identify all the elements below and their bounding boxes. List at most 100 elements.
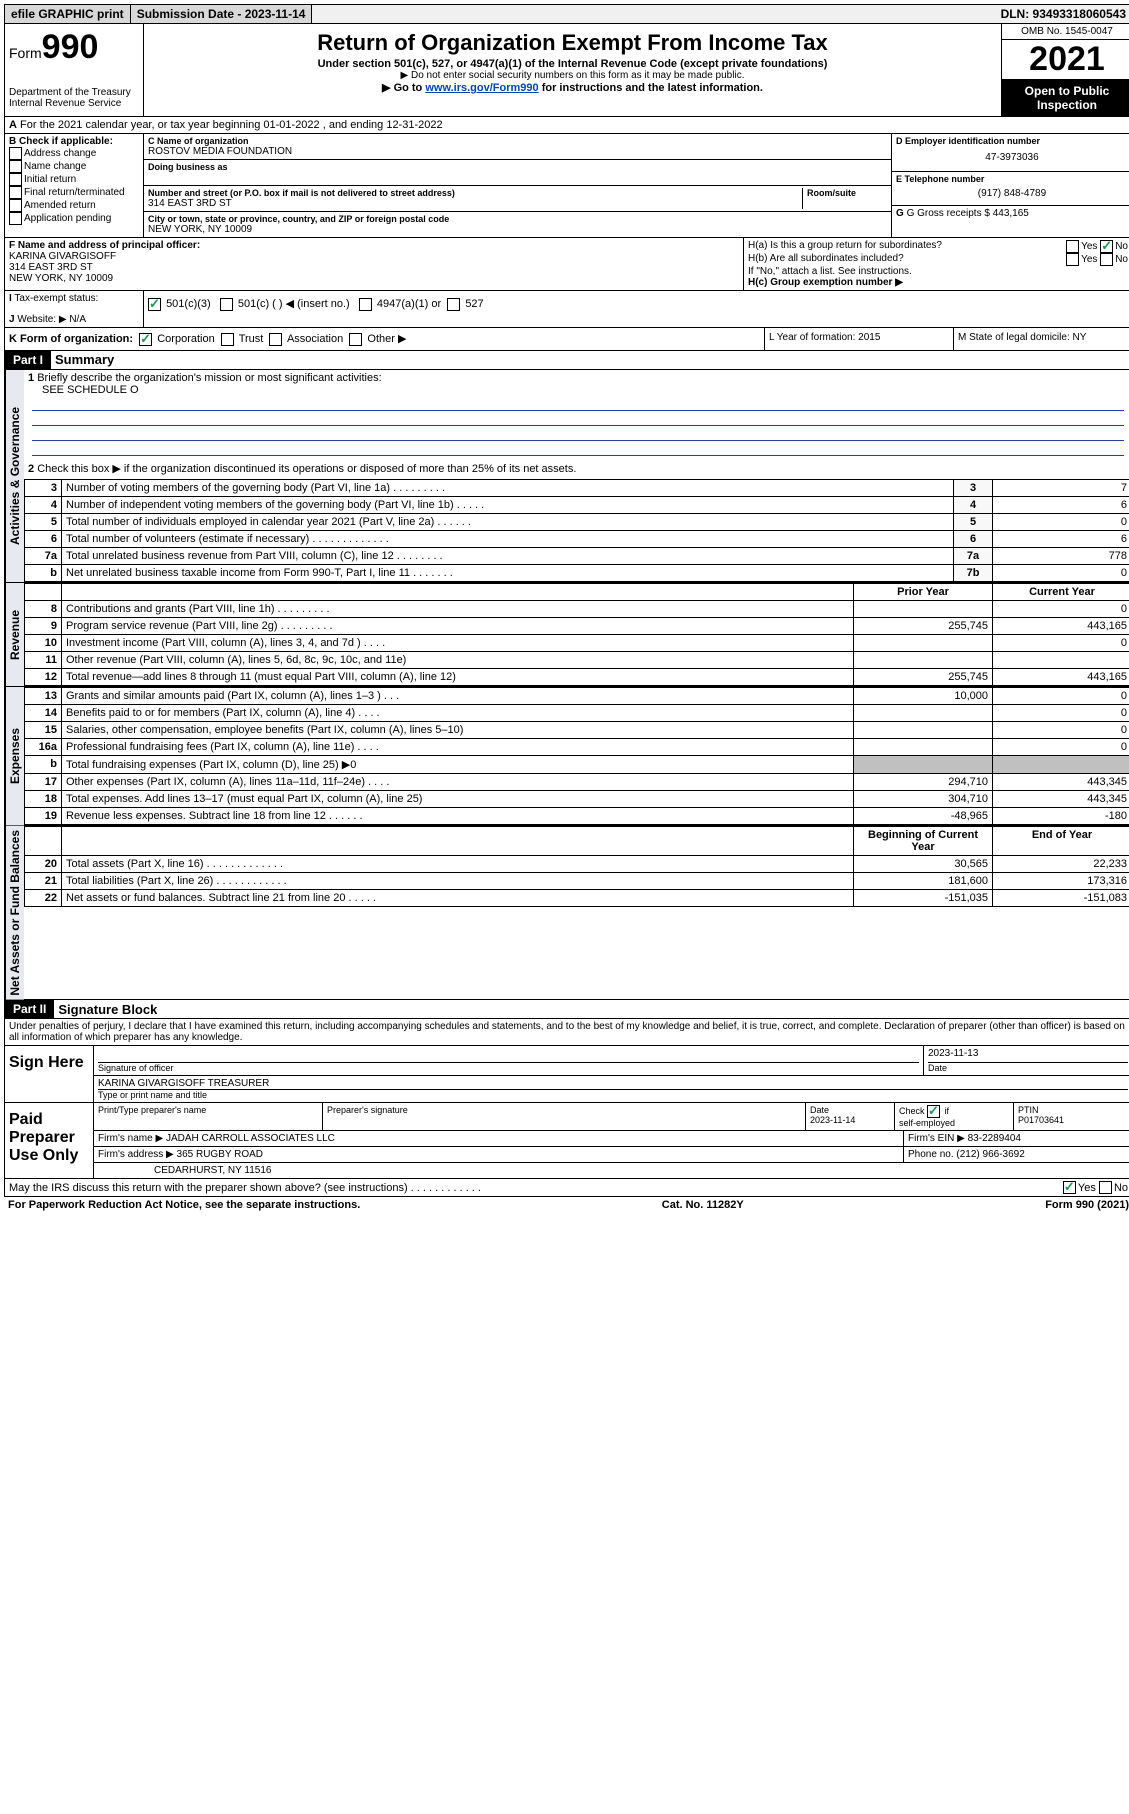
website-value: N/A [69, 314, 86, 325]
right-d-e-g: D Employer identification number 47-3973… [891, 134, 1129, 237]
table-row: 6Total number of volunteers (estimate if… [25, 530, 1129, 547]
table-row: 22Net assets or fund balances. Subtract … [25, 889, 1129, 906]
prep-date-label: Date [810, 1105, 829, 1115]
h-group-return: H(a) Is this a group return for subordin… [744, 238, 1129, 290]
net-assets-table: Beginning of Current YearEnd of Year20To… [24, 826, 1129, 907]
firm-name-label: Firm's name ▶ [98, 1133, 163, 1144]
part1-header-row: Part I Summary [4, 351, 1129, 370]
table-row: 12Total revenue—add lines 8 through 11 (… [25, 668, 1129, 685]
revenue-section: Revenue Prior YearCurrent Year8Contribut… [4, 583, 1129, 687]
g-gross-receipts: G G Gross receipts $ 443,165 [896, 208, 1128, 219]
chk-final-return[interactable]: Final return/terminated [9, 186, 139, 199]
chk-trust[interactable] [221, 333, 234, 346]
officer-addr1: 314 EAST 3RD ST [9, 262, 739, 273]
sign-here-label: Sign Here [5, 1046, 94, 1102]
ha-label: H(a) Is this a group return for subordin… [748, 240, 942, 253]
table-row: 18Total expenses. Add lines 13–17 (must … [25, 790, 1129, 807]
chk-527[interactable] [447, 298, 460, 311]
city-state-zip: NEW YORK, NY 10009 [148, 224, 887, 235]
table-row: 7aTotal unrelated business revenue from … [25, 547, 1129, 564]
table-row: 10Investment income (Part VIII, column (… [25, 634, 1129, 651]
chk-assoc[interactable] [269, 333, 282, 346]
firm-addr1: 365 RUGBY ROAD [177, 1149, 264, 1160]
goto-pre: ▶ Go to [382, 82, 425, 94]
dln: DLN: 93493318060543 [995, 5, 1129, 23]
self-employed: Check ifself-employed [895, 1103, 1014, 1130]
tab-governance: Activities & Governance [5, 370, 24, 582]
table-row: 15Salaries, other compensation, employee… [25, 721, 1129, 738]
dba-label: Doing business as [148, 162, 887, 172]
chk-name-change[interactable]: Name change [9, 160, 139, 173]
ha-no[interactable] [1100, 240, 1113, 253]
tax-exempt-options: 501(c)(3) 501(c) ( ) ◀ (insert no.) 4947… [144, 291, 1129, 327]
chk-amended[interactable]: Amended return [9, 199, 139, 212]
tab-expenses: Expenses [5, 687, 24, 825]
table-row: 9Program service revenue (Part VIII, lin… [25, 617, 1129, 634]
subtitle-3: ▶ Go to www.irs.gov/Form990 for instruct… [148, 81, 997, 94]
sig-date-value: 2023-11-13 [928, 1048, 1128, 1062]
chk-initial-return[interactable]: Initial return [9, 173, 139, 186]
tab-net-assets: Net Assets or Fund Balances [5, 826, 24, 1000]
table-row: bNet unrelated business taxable income f… [25, 564, 1129, 581]
chk-4947[interactable] [359, 298, 372, 311]
header-right: OMB No. 1545-0047 2021 Open to Public In… [1001, 24, 1129, 116]
firm-addr-label: Firm's address ▶ [98, 1149, 174, 1160]
table-header-row: Beginning of Current YearEnd of Year [25, 826, 1129, 855]
phone-value: (917) 848-4789 [896, 184, 1128, 203]
firm-name: JADAH CARROLL ASSOCIATES LLC [166, 1133, 335, 1144]
table-row: 5Total number of individuals employed in… [25, 513, 1129, 530]
discuss-row: May the IRS discuss this return with the… [4, 1179, 1129, 1197]
section-k-l-m: K Form of organization: Corporation Trus… [4, 328, 1129, 351]
irs-link[interactable]: www.irs.gov/Form990 [425, 82, 538, 94]
top-bar: efile GRAPHIC print Submission Date - 20… [4, 4, 1129, 24]
firm-ein-label: Firm's EIN ▶ [908, 1133, 965, 1144]
discuss-yes[interactable] [1063, 1181, 1076, 1194]
h-note: If "No," attach a list. See instructions… [748, 266, 1128, 277]
ptin-label: PTIN [1018, 1105, 1039, 1115]
chk-app-pending[interactable]: Application pending [9, 212, 139, 225]
k-form-org: K Form of organization: Corporation Trus… [5, 328, 764, 350]
prep-sig-label: Preparer's signature [323, 1103, 806, 1130]
open-public-badge: Open to Public Inspection [1002, 80, 1129, 116]
dept-treasury: Department of the Treasury [9, 87, 139, 98]
chk-501c[interactable] [220, 298, 233, 311]
section-f-h: F Name and address of principal officer:… [4, 238, 1129, 291]
discuss-text: May the IRS discuss this return with the… [9, 1182, 1063, 1194]
table-row: 17Other expenses (Part IX, column (A), l… [25, 773, 1129, 790]
chk-501c3[interactable] [148, 298, 161, 311]
line-a-tax-year: A For the 2021 calendar year, or tax yea… [4, 117, 1129, 134]
e-phone-label: E Telephone number [896, 174, 1128, 184]
form-word: Form [9, 45, 42, 61]
chk-address-change[interactable]: Address change [9, 147, 139, 160]
chk-other[interactable] [349, 333, 362, 346]
form-number: Form990 [9, 28, 139, 67]
hb-yes[interactable] [1066, 253, 1079, 266]
form-title: Return of Organization Exempt From Incom… [148, 30, 997, 56]
name-address-block: C Name of organization ROSTOV MEDIA FOUN… [144, 134, 891, 237]
page-footer: For Paperwork Reduction Act Notice, see … [4, 1197, 1129, 1213]
omb-number: OMB No. 1545-0047 [1002, 24, 1129, 40]
chk-corp[interactable] [139, 333, 152, 346]
hb-no[interactable] [1100, 253, 1113, 266]
part2-header-row: Part II Signature Block [4, 1000, 1129, 1019]
part2-title: Signature Block [54, 1002, 157, 1017]
m-domicile: M State of legal domicile: NY [953, 328, 1129, 350]
part2-header: Part II [5, 1000, 54, 1018]
discuss-no[interactable] [1099, 1181, 1112, 1194]
subtitle-1: Under section 501(c), 527, or 4947(a)(1)… [148, 58, 997, 70]
city-label: City or town, state or province, country… [148, 214, 887, 224]
activities-governance: Activities & Governance 1 Briefly descri… [4, 370, 1129, 583]
addr-label: Number and street (or P.O. box if mail i… [148, 188, 798, 198]
firm-ein: 83-2289404 [968, 1133, 1021, 1144]
firm-phone: (212) 966-3692 [956, 1149, 1024, 1160]
table-row: 11Other revenue (Part VIII, column (A), … [25, 651, 1129, 668]
phone-label: Phone no. [908, 1149, 954, 1160]
prep-name-label: Print/Type preparer's name [94, 1103, 323, 1130]
table-row: 20Total assets (Part X, line 16) . . . .… [25, 855, 1129, 872]
subtitle-2: ▶ Do not enter social security numbers o… [148, 70, 997, 81]
chk-self-employed[interactable] [927, 1105, 940, 1118]
table-row: 19Revenue less expenses. Subtract line 1… [25, 807, 1129, 824]
ha-yes[interactable] [1066, 240, 1079, 253]
f-officer: F Name and address of principal officer:… [5, 238, 744, 290]
part1-header: Part I [5, 351, 51, 369]
